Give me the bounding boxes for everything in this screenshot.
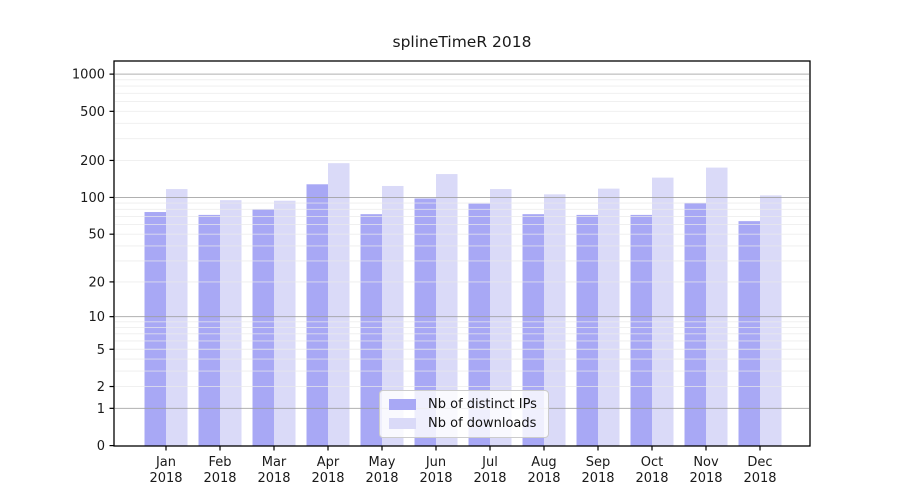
x-label-month-dec: Dec — [747, 455, 772, 470]
x-label-year-aug: 2018 — [527, 471, 560, 486]
legend-entry-downloads: Nb of downloads — [389, 416, 537, 431]
bar-ips-jan — [144, 212, 166, 446]
bar-downloads-jul — [490, 189, 512, 446]
y-axis: 0 1 2 5 10 20 50 100 200 500 1000 — [72, 68, 114, 454]
bar-downloads-aug — [544, 194, 566, 446]
bar-ips-jul — [468, 203, 490, 446]
y-tick-label-10: 10 — [88, 310, 105, 325]
x-label-year-jul: 2018 — [473, 471, 506, 486]
y-tick-label-0: 0 — [97, 439, 105, 454]
bar-ips-nov — [684, 203, 706, 446]
bar-downloads-jan — [166, 189, 188, 446]
x-label-year-may: 2018 — [365, 471, 398, 486]
bar-ips-feb — [198, 214, 220, 446]
bar-downloads-jun — [436, 174, 458, 446]
gridlines-minor — [115, 79, 809, 387]
x-axis: Jan2018Feb2018Mar2018Apr2018May2018Jun20… — [149, 446, 777, 486]
y-tick-label-1: 1 — [97, 402, 105, 417]
bar-downloads-mar — [274, 200, 296, 446]
x-label-year-sep: 2018 — [581, 471, 614, 486]
bar-ips-oct — [630, 214, 652, 446]
legend-swatch-downloads — [389, 418, 416, 429]
y-tick-label-500: 500 — [80, 105, 105, 120]
x-label-month-jul: Jul — [481, 455, 498, 470]
bar-downloads-may — [382, 185, 404, 446]
bar-ips-may — [360, 214, 382, 446]
x-label-month-feb: Feb — [208, 455, 231, 470]
bar-downloads-apr — [328, 163, 350, 446]
bar-ips-aug — [522, 214, 544, 446]
x-label-month-oct: Oct — [641, 455, 663, 470]
bar-downloads-oct — [652, 177, 674, 446]
x-label-month-mar: Mar — [262, 455, 287, 470]
plot-border — [113, 60, 811, 447]
y-tick-label-1000: 1000 — [72, 68, 105, 83]
x-label-year-jun: 2018 — [419, 471, 452, 486]
x-label-month-nov: Nov — [693, 455, 719, 470]
y-tick-label-200: 200 — [80, 154, 105, 169]
legend-entry-distinct-ips: Nb of distinct IPs — [389, 397, 537, 412]
bar-downloads-dec — [760, 195, 782, 446]
bar-downloads-feb — [220, 200, 242, 446]
legend-label-distinct-ips: Nb of distinct IPs — [428, 397, 537, 412]
legend: Nb of distinct IPs Nb of downloads — [379, 390, 549, 438]
x-label-year-dec: 2018 — [743, 471, 776, 486]
y-tick-label-20: 20 — [88, 275, 105, 290]
legend-label-downloads: Nb of downloads — [428, 416, 537, 431]
x-label-year-feb: 2018 — [203, 471, 236, 486]
y-tick-label-5: 5 — [97, 343, 105, 358]
x-label-year-apr: 2018 — [311, 471, 344, 486]
x-label-month-apr: Apr — [317, 455, 340, 470]
bar-ips-sep — [576, 214, 598, 446]
bar-ips-apr — [306, 184, 328, 446]
x-label-month-sep: Sep — [586, 455, 611, 470]
x-label-year-oct: 2018 — [635, 471, 668, 486]
y-tick-label-50: 50 — [88, 228, 105, 243]
legend-swatch-distinct-ips — [389, 399, 416, 410]
x-label-year-jan: 2018 — [149, 471, 182, 486]
x-label-year-nov: 2018 — [689, 471, 722, 486]
x-label-month-jan: Jan — [155, 455, 176, 470]
x-label-month-jun: Jun — [425, 455, 446, 470]
chart-title: splineTimeR 2018 — [392, 33, 532, 51]
x-label-month-may: May — [369, 455, 396, 470]
x-label-year-mar: 2018 — [257, 471, 290, 486]
x-label-month-aug: Aug — [531, 455, 556, 470]
y-tick-label-2: 2 — [97, 380, 105, 395]
bar-downloads-nov — [706, 167, 728, 446]
y-tick-label-100: 100 — [80, 191, 105, 206]
